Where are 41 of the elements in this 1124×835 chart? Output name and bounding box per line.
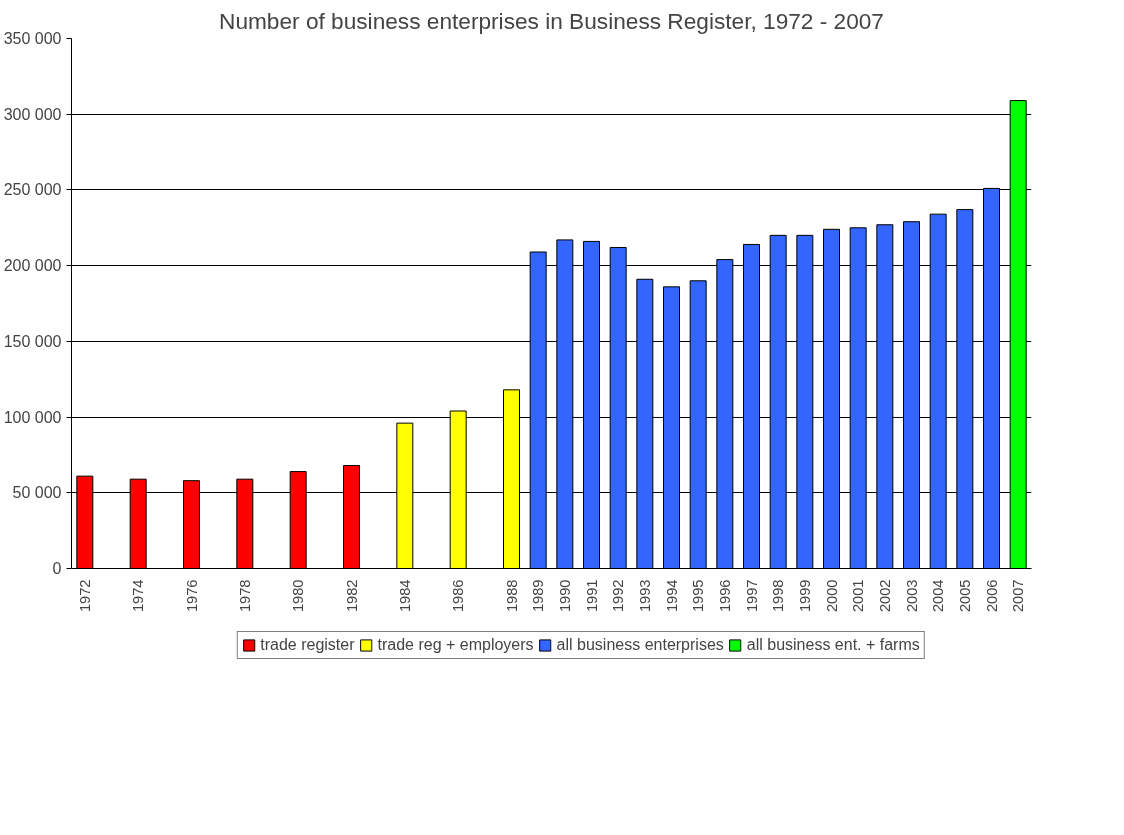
y-tick-label: 100 000	[3, 408, 62, 426]
legend-label: all business enterprises	[556, 636, 724, 654]
y-tick-label: 350 000	[3, 30, 62, 47]
x-tick-label: 1984	[396, 579, 413, 613]
x-tick-label: 2005	[956, 579, 973, 613]
x-tick-label: 1993	[636, 579, 653, 613]
x-tick-label: 1992	[610, 579, 627, 613]
x-tick-label: 1998	[770, 579, 787, 613]
x-tick-label: 1999	[796, 579, 813, 613]
legend-label: trade register	[260, 636, 355, 654]
x-tick-label: 1976	[183, 579, 200, 613]
legend-label: all business ent. + farms	[746, 636, 920, 654]
x-tick-label: 1980	[290, 579, 307, 613]
y-tick-label: 200 000	[3, 257, 62, 275]
x-tick-label: 1990	[556, 579, 573, 613]
x-tick-label: 2007	[1010, 579, 1027, 613]
x-tick-label: 1974	[130, 579, 147, 613]
x-tick-label: 1972	[76, 579, 93, 613]
x-tick-label: 2006	[983, 579, 1000, 613]
x-tick-label: 1995	[690, 579, 707, 613]
x-tick-label: 2001	[850, 579, 867, 613]
chart-title: Number of business enterprises in Business Register, 1972 - 2007	[219, 7, 884, 34]
x-tick-label: 2002	[876, 579, 893, 613]
x-tick-label: 1991	[583, 579, 600, 613]
legend-label: trade reg + employers	[377, 636, 534, 654]
x-tick-label: 1978	[236, 579, 253, 613]
x-tick-label: 1988	[503, 579, 520, 613]
x-tick-label: 2004	[930, 579, 947, 613]
x-tick-label: 1982	[343, 579, 360, 613]
y-tick-label: 250 000	[3, 181, 62, 199]
x-tick-label: 1997	[743, 579, 760, 613]
y-tick-label: 50 000	[12, 484, 62, 502]
x-tick-label: 2000	[823, 579, 840, 613]
y-tick-label: 150 000	[3, 332, 62, 350]
x-tick-label: 2003	[903, 579, 920, 613]
y-tick-label: 0	[52, 560, 62, 577]
x-tick-label: 1994	[663, 579, 680, 613]
x-tick-label: 1986	[450, 579, 467, 613]
y-tick-label: 300 000	[3, 105, 62, 123]
x-tick-label: 1996	[716, 579, 733, 613]
x-tick-label: 1989	[530, 579, 547, 613]
